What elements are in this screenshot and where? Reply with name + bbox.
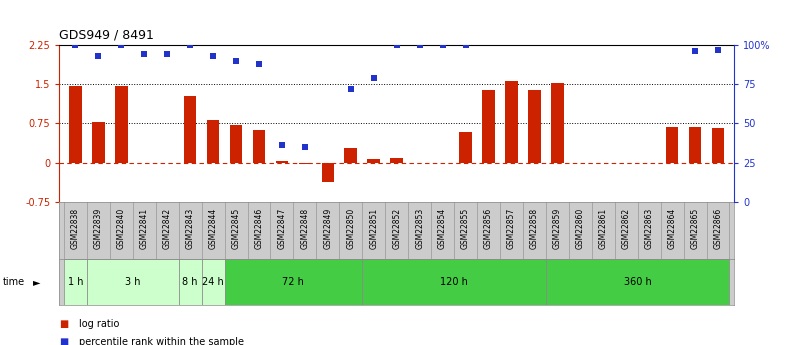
Bar <box>202 259 225 305</box>
Text: ■: ■ <box>59 319 69 329</box>
Text: GSM22851: GSM22851 <box>369 208 378 249</box>
Bar <box>298 162 311 164</box>
Bar <box>460 132 472 162</box>
Text: GSM22850: GSM22850 <box>346 208 355 249</box>
Text: GSM22865: GSM22865 <box>691 208 699 249</box>
Bar <box>225 259 362 305</box>
Text: GDS949 / 8491: GDS949 / 8491 <box>59 28 154 41</box>
Text: GSM22863: GSM22863 <box>645 208 653 249</box>
Text: GSM22841: GSM22841 <box>140 208 149 249</box>
Text: 72 h: 72 h <box>282 277 305 287</box>
Text: GSM22860: GSM22860 <box>576 208 585 249</box>
Text: percentile rank within the sample: percentile rank within the sample <box>79 337 244 345</box>
Text: GSM22858: GSM22858 <box>530 208 539 249</box>
Text: GSM22839: GSM22839 <box>94 208 103 249</box>
Text: 24 h: 24 h <box>202 277 224 287</box>
Text: GSM22846: GSM22846 <box>255 208 263 249</box>
Bar <box>712 128 725 162</box>
Bar <box>252 130 265 162</box>
Text: GSM22861: GSM22861 <box>599 208 607 249</box>
Text: GSM22847: GSM22847 <box>278 208 286 249</box>
Bar <box>184 96 196 162</box>
Bar <box>666 127 679 162</box>
Text: GSM22849: GSM22849 <box>324 208 332 249</box>
Text: 120 h: 120 h <box>440 277 468 287</box>
Bar <box>483 90 495 162</box>
Text: GSM22848: GSM22848 <box>301 208 309 249</box>
Text: GSM22864: GSM22864 <box>668 208 676 249</box>
Bar <box>229 125 242 162</box>
Text: log ratio: log ratio <box>79 319 119 329</box>
Text: GSM22857: GSM22857 <box>507 208 516 249</box>
Bar <box>362 259 546 305</box>
Bar <box>344 148 357 162</box>
Text: ►: ► <box>33 277 40 287</box>
Text: GSM22852: GSM22852 <box>392 208 401 249</box>
Bar <box>551 83 564 162</box>
Text: GSM22844: GSM22844 <box>209 208 218 249</box>
Bar <box>391 158 403 162</box>
Text: GSM22853: GSM22853 <box>415 208 424 249</box>
Text: GSM22854: GSM22854 <box>438 208 447 249</box>
Text: time: time <box>3 277 25 287</box>
Bar <box>321 162 334 183</box>
Text: GSM22845: GSM22845 <box>232 208 240 249</box>
Text: ■: ■ <box>59 337 69 345</box>
Text: GSM22842: GSM22842 <box>163 208 172 249</box>
Bar <box>64 259 87 305</box>
Text: 1 h: 1 h <box>68 277 83 287</box>
Bar <box>368 159 380 162</box>
Bar <box>179 259 202 305</box>
Bar <box>69 86 81 162</box>
Text: 360 h: 360 h <box>624 277 652 287</box>
Text: GSM22866: GSM22866 <box>713 208 722 249</box>
Bar <box>546 259 729 305</box>
Text: 8 h: 8 h <box>183 277 198 287</box>
Text: GSM22840: GSM22840 <box>117 208 126 249</box>
Text: GSM22843: GSM22843 <box>186 208 195 249</box>
Bar <box>689 127 702 162</box>
Text: GSM22838: GSM22838 <box>71 208 80 249</box>
Bar <box>275 161 288 162</box>
Bar <box>206 120 219 162</box>
Bar <box>92 122 104 162</box>
Bar <box>87 259 179 305</box>
Bar <box>505 81 518 162</box>
Bar <box>528 90 541 162</box>
Text: GSM22855: GSM22855 <box>461 208 470 249</box>
Text: GSM22862: GSM22862 <box>622 208 630 249</box>
Text: GSM22856: GSM22856 <box>484 208 493 249</box>
Bar <box>115 86 127 162</box>
Text: 3 h: 3 h <box>125 277 141 287</box>
Text: GSM22859: GSM22859 <box>553 208 562 249</box>
